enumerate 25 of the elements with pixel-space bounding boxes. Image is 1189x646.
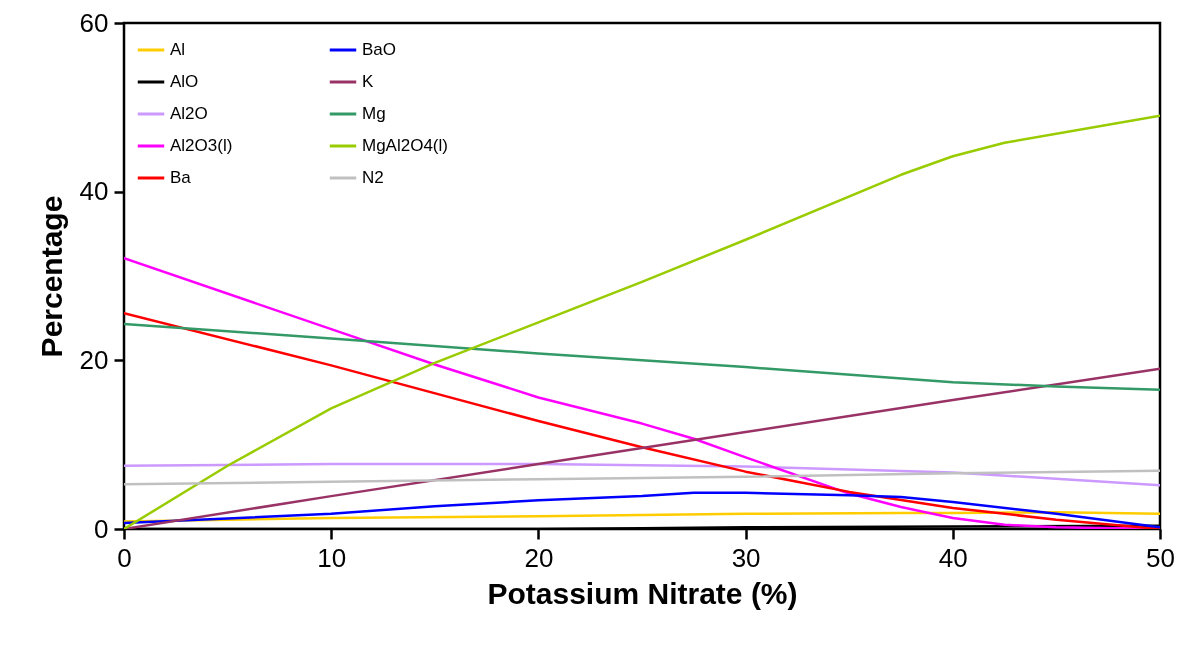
legend-label: Ba	[170, 168, 192, 187]
y-tick-label: 0	[94, 513, 109, 544]
x-tick-label: 10	[317, 542, 347, 573]
legend-label: K	[362, 72, 374, 91]
legend-label: AlO	[170, 72, 199, 91]
legend-label: N2	[362, 168, 384, 187]
legend-label: BaO	[362, 40, 397, 59]
legend-label: MgAl2O4(l)	[362, 136, 448, 155]
y-axis-title: Percentage	[34, 195, 68, 358]
line-series	[124, 462, 1160, 487]
x-tick-label: 30	[731, 542, 761, 573]
legend-label: Al2O3(l)	[170, 136, 233, 155]
legend-label: Al	[170, 40, 186, 59]
line-series	[124, 469, 1160, 486]
y-tick-label: 60	[79, 7, 109, 38]
line-series	[124, 322, 1160, 392]
x-tick-label: 40	[938, 542, 968, 573]
legend-label: Mg	[362, 104, 386, 123]
x-tick-label: 50	[1146, 542, 1175, 573]
x-axis-title: Potassium Nitrate (%)	[487, 576, 798, 610]
y-tick-label: 40	[79, 176, 109, 207]
x-tick-label: 20	[524, 542, 554, 573]
x-tick-label: 0	[117, 542, 132, 573]
y-tick-label: 20	[79, 344, 109, 375]
legend-label: Al2O	[170, 104, 208, 123]
